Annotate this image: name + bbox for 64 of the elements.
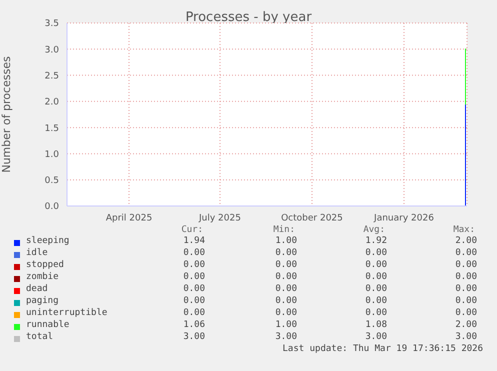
text: 0.00 — [365, 272, 387, 282]
text: 0.00 — [365, 284, 387, 294]
legend-label: total — [26, 332, 54, 342]
legend-label: sleeping — [26, 236, 70, 246]
text: 1.92 — [365, 236, 387, 246]
text: 0.00 — [183, 308, 205, 318]
y-tick-label: 3.0 — [44, 45, 60, 56]
text: 0.00 — [455, 248, 477, 258]
text: Cur: — [181, 225, 203, 235]
text: 0.00 — [455, 272, 477, 282]
legend-label: uninterruptible — [26, 308, 108, 318]
text: Max: — [453, 225, 475, 235]
text: 1.00 — [275, 320, 297, 330]
text: 0.00 — [455, 308, 477, 318]
text: 0.00 — [455, 296, 477, 306]
y-tick-label: 2.5 — [44, 71, 59, 82]
text: 0.00 — [183, 296, 205, 306]
text: 1.00 — [275, 236, 297, 246]
text: 0.00 — [183, 248, 205, 258]
text: 1.06 — [183, 320, 205, 330]
text: 0.00 — [183, 272, 205, 282]
text: 0.00 — [365, 296, 387, 306]
text: 2.00 — [455, 320, 477, 330]
chart-title: Processes - by year — [185, 10, 312, 25]
y-tick-label: 1.5 — [44, 124, 59, 134]
text: 0.00 — [183, 284, 205, 294]
x-tick-label: October 2025 — [281, 213, 343, 224]
y-tick-label: 1.0 — [44, 150, 60, 160]
y-tick-label: 2.0 — [44, 98, 60, 108]
x-tick-label: January 2026 — [373, 213, 434, 224]
text: 0.00 — [365, 260, 387, 270]
text: 0.00 — [275, 296, 297, 306]
text: 3.00 — [365, 332, 387, 342]
text: 0.00 — [275, 260, 297, 270]
text: 1.94 — [183, 236, 205, 246]
legend-label: zombie — [26, 272, 59, 282]
text: 1.08 — [365, 320, 387, 330]
text: 0.00 — [275, 308, 297, 318]
text: 3.00 — [455, 332, 477, 342]
text: 0.00 — [275, 284, 297, 294]
x-tick-label: July 2025 — [198, 213, 241, 224]
text: 0.00 — [275, 248, 297, 258]
y-tick-label: 3.5 — [44, 19, 59, 30]
legend-label: stopped — [26, 260, 64, 270]
x-tick-label: April 2025 — [106, 213, 152, 224]
text: 3.00 — [183, 332, 205, 342]
text: 0.00 — [455, 284, 477, 294]
legend-label: idle — [26, 248, 48, 258]
text: 0.00 — [365, 308, 387, 318]
y-tick-label: 0.5 — [44, 176, 59, 186]
y-axis-title: Number of processes — [0, 56, 13, 173]
text: 0.00 — [183, 260, 205, 270]
text: Last update: Thu Mar 19 17:36:15 2026 — [282, 344, 483, 354]
text: 0.00 — [455, 260, 477, 270]
text: 0.00 — [275, 272, 297, 282]
text: 2.00 — [455, 236, 477, 246]
text: Min: — [273, 225, 295, 235]
legend-label: dead — [26, 284, 48, 294]
text: Avg: — [363, 225, 385, 235]
legend-label: runnable — [26, 320, 70, 330]
text: 3.00 — [275, 332, 297, 342]
legend-label: paging — [26, 296, 59, 306]
text: 0.00 — [365, 248, 387, 258]
y-tick-label: 0.0 — [44, 202, 60, 212]
